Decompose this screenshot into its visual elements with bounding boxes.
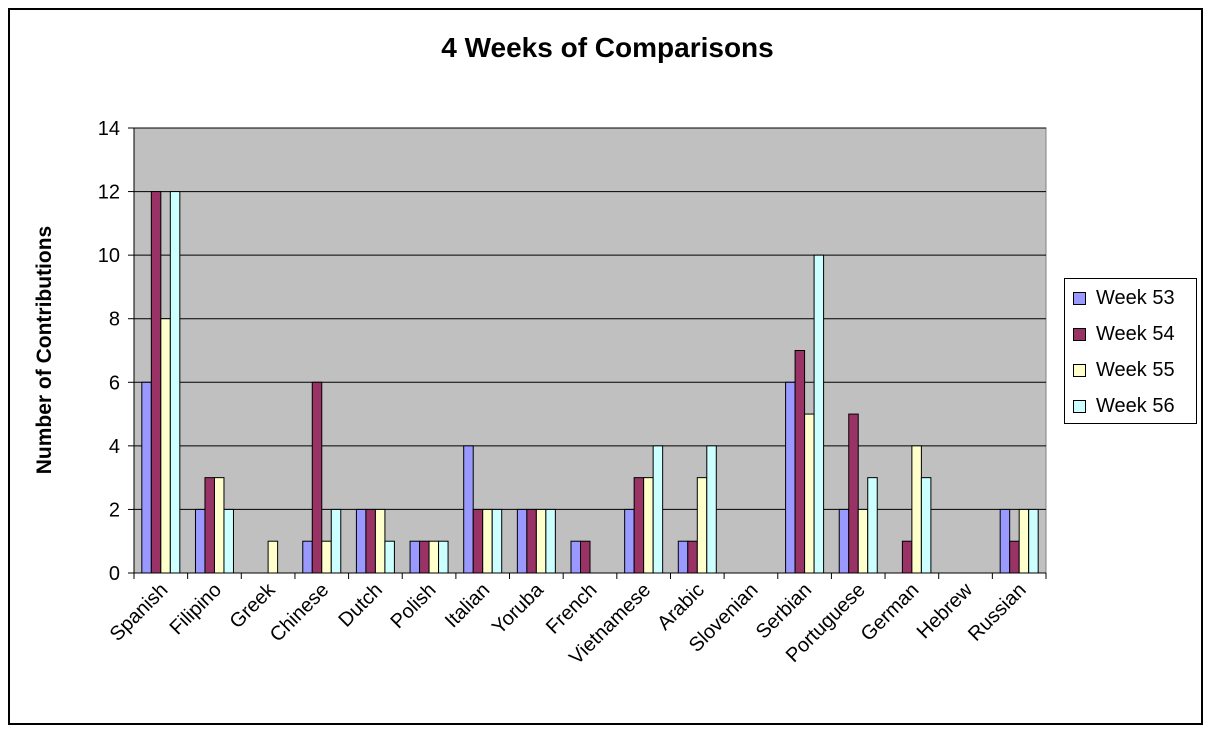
bar: [911, 445, 922, 574]
bar: [472, 508, 484, 574]
legend-swatch: [1073, 363, 1086, 377]
bar: [516, 508, 528, 574]
bar: [409, 540, 421, 574]
legend-swatch: [1073, 327, 1086, 341]
bar: [920, 477, 932, 574]
bar: [1018, 508, 1030, 574]
bar: [526, 508, 537, 574]
legend-label: Week 56: [1096, 394, 1175, 417]
bar: [365, 508, 376, 574]
bar: [687, 540, 698, 574]
y-tick-label: 2: [109, 499, 120, 521]
bar: [491, 508, 503, 574]
bar: [696, 477, 708, 574]
legend-item: Week 55: [1073, 355, 1175, 385]
plot-area: [133, 127, 1047, 574]
bar: [580, 540, 591, 574]
legend-item: Week 56: [1073, 391, 1175, 421]
bar: [706, 445, 717, 574]
bar: [355, 508, 367, 574]
bar: [384, 540, 395, 574]
x-tick-label: Yoruba: [488, 578, 548, 638]
bar: [223, 508, 234, 574]
bar: [652, 445, 664, 574]
bar: [813, 254, 825, 574]
y-tick-label: 6: [109, 372, 120, 394]
x-tick-label: Filipino: [166, 579, 226, 639]
bar: [150, 191, 162, 574]
bar: [804, 413, 815, 574]
bar: [330, 508, 342, 574]
bar: [141, 381, 152, 574]
bar: [677, 540, 689, 574]
bar: [374, 508, 386, 574]
bar: [857, 508, 869, 574]
y-tick-label: 0: [109, 563, 120, 585]
legend-label: Week 54: [1096, 322, 1175, 345]
bar: [633, 477, 645, 574]
legend-item: Week 54: [1073, 319, 1175, 349]
bar: [419, 540, 430, 574]
bar: [482, 508, 493, 574]
y-tick-label: 14: [98, 118, 120, 140]
bar: [545, 508, 556, 574]
y-tick-label: 10: [98, 245, 120, 267]
legend-swatch: [1073, 291, 1086, 305]
legend-item: Week 53: [1073, 283, 1175, 313]
x-tick-label: Spanish: [106, 579, 173, 646]
bar: [1028, 508, 1039, 574]
chart-legend: Week 53 Week 54 Week 55 Week 56: [1064, 278, 1197, 424]
chart-title: 4 Weeks of Comparisons: [441, 32, 774, 63]
bar: [535, 508, 547, 574]
bar: [901, 540, 913, 574]
x-tick-label: German: [857, 579, 924, 646]
bar: [169, 191, 181, 574]
legend-label: Week 53: [1096, 286, 1175, 309]
x-tick-label: Italian: [441, 579, 494, 632]
bar: [160, 318, 171, 574]
x-tick-label: Polish: [387, 579, 441, 633]
bar: [321, 540, 332, 574]
bar: [785, 381, 796, 574]
bar: [1009, 540, 1020, 574]
bar: [643, 477, 654, 574]
bar: [311, 381, 323, 574]
y-tick-label: 4: [109, 436, 120, 458]
bar: [624, 508, 635, 574]
bar: [428, 540, 440, 574]
bar: [794, 350, 806, 574]
bar: [204, 477, 215, 574]
legend-label: Week 55: [1096, 358, 1175, 381]
legend-swatch: [1073, 399, 1086, 413]
bar: [302, 540, 313, 574]
bar: [999, 508, 1011, 574]
y-tick-label: 8: [109, 309, 120, 331]
bar: [463, 445, 474, 574]
x-tick-label: Chinese: [266, 579, 333, 646]
bar: [838, 508, 850, 574]
bar: [438, 540, 449, 574]
bar: [213, 477, 225, 574]
y-tick-label: 12: [98, 182, 120, 204]
x-tick-label: Dutch: [334, 579, 387, 632]
bar: [848, 413, 859, 574]
bar: [570, 540, 581, 574]
bar: [867, 477, 878, 574]
bar: [194, 508, 206, 574]
x-tick-label: Russian: [964, 579, 1031, 646]
bar: [267, 540, 279, 574]
